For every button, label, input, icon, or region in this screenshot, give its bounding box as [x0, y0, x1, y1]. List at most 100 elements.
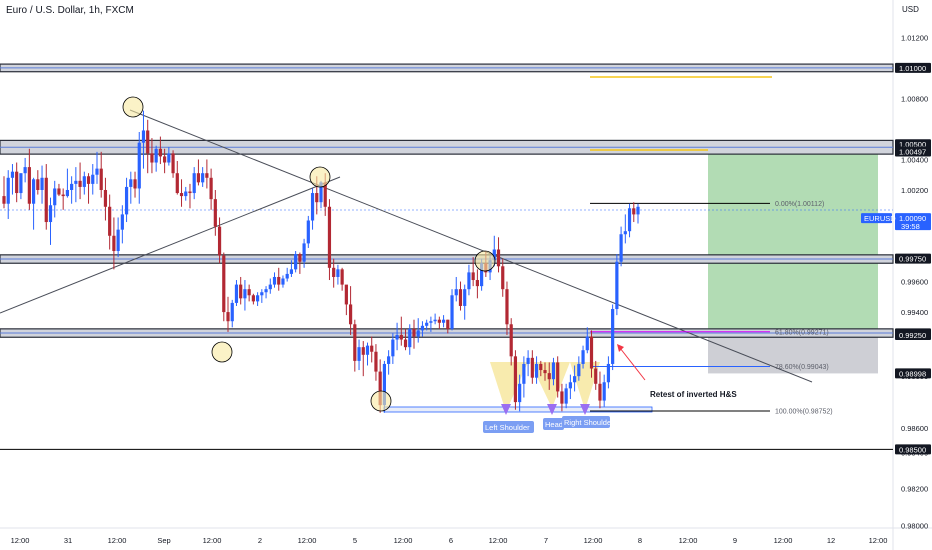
price-box-label-1: 1.00500 — [899, 140, 926, 149]
candle-body — [65, 189, 69, 197]
candle-body — [243, 289, 247, 299]
price-box-label-8: 0.98500 — [899, 445, 926, 454]
candle-body — [530, 357, 534, 378]
price-box-7 — [895, 368, 931, 379]
y-tick-3: 1.00200 — [901, 186, 928, 195]
candle-body — [247, 289, 251, 296]
candle-body — [95, 168, 99, 175]
candle-body — [57, 188, 61, 195]
candle-body — [463, 289, 467, 306]
candle-body — [323, 182, 327, 207]
x-tick-14: 12:00 — [679, 536, 698, 545]
candle-body — [285, 273, 289, 279]
candle-body — [467, 272, 471, 290]
x-tick-15: 9 — [733, 536, 737, 545]
y-tick-0: 1.01200 — [901, 33, 928, 42]
candle-body — [636, 206, 640, 215]
chart-title: Euro / U.S. Dollar, 1h, FXCM — [6, 5, 134, 16]
candle-body — [370, 345, 374, 352]
candle-body — [141, 130, 146, 143]
candle-body — [158, 148, 162, 157]
candle-body — [602, 382, 606, 401]
candle-body — [298, 254, 302, 262]
candle-body — [150, 153, 154, 163]
x-tick-12: 12:00 — [584, 536, 603, 545]
candle-body — [408, 328, 412, 348]
x-tick-4: 12:00 — [203, 536, 222, 545]
fib-label-1: 61.80%(0.99271) — [775, 329, 829, 336]
candle-body — [543, 370, 547, 374]
candle-body — [234, 284, 239, 303]
x-tick-6: 12:00 — [298, 536, 317, 545]
fib-label-2: 78.60%(0.99043) — [775, 364, 829, 371]
candle-body — [458, 289, 463, 306]
x-tick-1: 31 — [64, 536, 72, 545]
candle-body — [53, 188, 57, 206]
candle-body — [239, 284, 243, 299]
candle-body — [581, 350, 585, 364]
candle-body — [31, 179, 36, 204]
x-tick-8: 12:00 — [394, 536, 413, 545]
pivot-circle-0 — [122, 96, 144, 118]
x-tick-16: 12:00 — [774, 536, 793, 545]
candle-body — [615, 261, 619, 310]
y-tick-9: 0.98200 — [901, 485, 928, 494]
candle-body — [611, 309, 615, 364]
candle-body — [302, 243, 306, 262]
candle-body — [480, 263, 484, 287]
fib-label-3: 100.00%(0.98752) — [775, 408, 833, 415]
pivot-circle-1 — [211, 341, 233, 363]
candle-body — [627, 208, 632, 232]
candle-body — [192, 173, 196, 194]
price-box-timer: 39:58 — [901, 222, 920, 231]
candle-body — [357, 347, 361, 361]
candle-body — [129, 179, 133, 187]
x-tick-13: 8 — [638, 536, 642, 545]
candle-body — [353, 324, 357, 361]
candle-body — [547, 373, 551, 380]
candle-body — [306, 220, 310, 244]
candle-body — [281, 278, 285, 285]
price-box-label-4: 0.99750 — [899, 255, 926, 264]
candle-body — [374, 351, 378, 372]
candle-body — [277, 276, 281, 285]
candle-body — [124, 186, 129, 215]
pattern-label-bg-1 — [543, 418, 564, 430]
candle-body — [420, 325, 425, 331]
candle-body — [632, 208, 636, 215]
candle-body — [44, 177, 48, 223]
candle-body — [606, 363, 611, 383]
candle-body — [412, 328, 416, 337]
retest-arrow-line — [619, 347, 646, 381]
candle-body — [146, 130, 150, 154]
head-triangle — [530, 362, 570, 408]
candle-body — [437, 319, 441, 323]
y-tick-10: 0.98000 — [901, 522, 928, 531]
candle-body — [6, 177, 10, 204]
descending-trendline — [129, 109, 813, 383]
candle-body — [40, 177, 44, 190]
candle-body — [441, 319, 446, 323]
candle-body — [294, 254, 298, 270]
y-tick-1: 1.00800 — [901, 94, 928, 103]
candle-body — [251, 295, 255, 302]
y-tick-5: 0.99400 — [901, 308, 928, 317]
candle-body — [268, 284, 272, 290]
x-tick-17: 12 — [827, 536, 835, 545]
candle-body — [513, 356, 518, 403]
pivot-circle-4 — [370, 390, 392, 412]
candle-body — [539, 363, 543, 371]
candle-body — [492, 249, 496, 261]
symbol-tag: EURUSD — [864, 214, 896, 223]
candle-body — [15, 171, 19, 194]
candle-body — [171, 153, 175, 174]
y-tick-2: 1.00400 — [901, 155, 928, 164]
candle-body — [348, 304, 353, 325]
ascending-trendline — [0, 176, 341, 314]
candle-body — [209, 177, 213, 200]
candle-body — [10, 171, 15, 178]
price-box-4 — [895, 253, 931, 264]
pattern-label-2: Right Shoulder — [564, 418, 614, 427]
candle-body — [91, 174, 95, 184]
